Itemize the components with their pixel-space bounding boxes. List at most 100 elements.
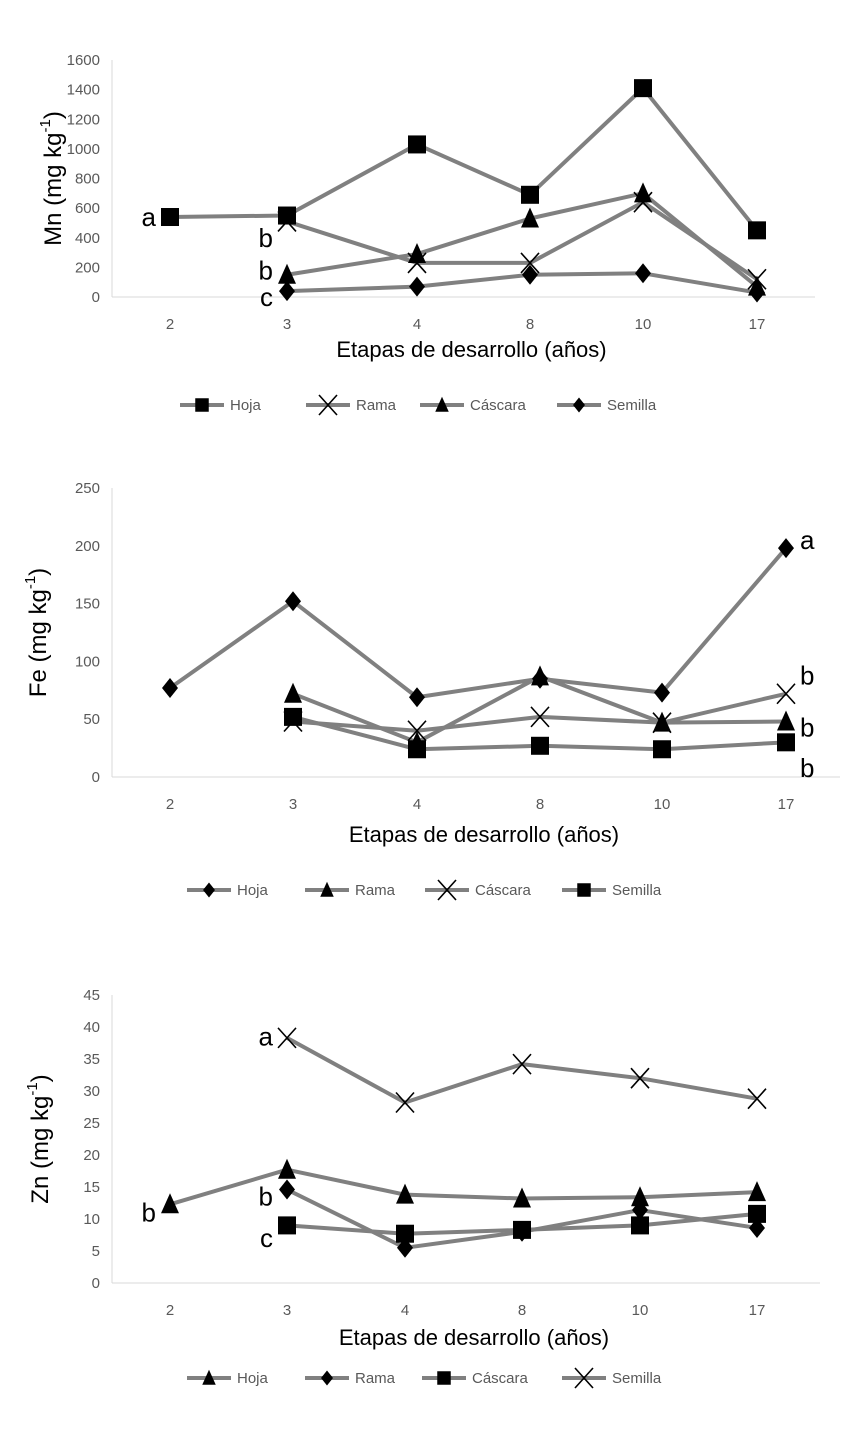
- x-tick-label: 8: [518, 1302, 526, 1319]
- y-tick-label: 15: [83, 1179, 100, 1196]
- y-tick-label: 10: [83, 1211, 100, 1228]
- legend-label: Hoja: [230, 397, 262, 414]
- data-point-cáscara-square: [278, 1216, 296, 1235]
- data-point-rama-x: [277, 210, 297, 232]
- x-stroke: [630, 1067, 650, 1089]
- x-stroke: [512, 1053, 532, 1075]
- data-point-hoja-square: [408, 135, 426, 154]
- data-point-rama-x: [520, 252, 540, 274]
- data-point-semilla-square: [531, 736, 549, 755]
- x-tick-label: 3: [283, 1302, 291, 1319]
- y-label-superscript: -1: [22, 576, 39, 589]
- y-label-text: Fe (mg kg: [25, 589, 52, 697]
- y-axis-label: Fe (mg kg-1): [22, 568, 52, 697]
- legend-label: Rama: [355, 882, 396, 899]
- legend-item-hoja: Hoja: [187, 882, 269, 899]
- data-point-hoja-square: [161, 208, 179, 227]
- y-tick-label: 30: [83, 1083, 100, 1100]
- x-tick-label: 17: [778, 796, 795, 813]
- y-tick-label: 400: [75, 230, 100, 247]
- legend-label: Cáscara: [472, 1370, 529, 1387]
- data-point-hoja-square: [521, 185, 539, 204]
- y-tick-label: 1600: [67, 52, 100, 69]
- data-point-semilla-diamond: [279, 281, 295, 302]
- legend-marker-square: [195, 398, 209, 412]
- series-line-semilla: [286, 1036, 758, 1105]
- data-point-semilla-square: [284, 707, 302, 726]
- data-point-hoja-diamond: [409, 687, 425, 708]
- y-tick-label: 600: [75, 200, 100, 217]
- legend-marker-square: [437, 1371, 451, 1385]
- chart-3: 0 5 10 15 20 25 30 35 40 45 2 3 4 8 10 17 Zn (mg kg-1) Et…: [24, 987, 820, 1389]
- x-axis-title: Etapas de desarrollo (años): [339, 1325, 609, 1350]
- data-point-semilla-x: [395, 1091, 415, 1114]
- y-label-superscript: -1: [24, 1082, 41, 1095]
- y-tick-label: 0: [92, 289, 100, 306]
- x-stroke: [318, 394, 338, 416]
- data-point-cáscara-triangle: [521, 207, 539, 228]
- series-line-semilla: [286, 271, 758, 295]
- y-label-close: ): [27, 1074, 54, 1082]
- data-point-hoja-triangle: [631, 1186, 649, 1207]
- legend-label: Cáscara: [475, 882, 532, 899]
- data-point-rama-triangle: [777, 710, 795, 731]
- x-tick-label: 10: [632, 1302, 649, 1319]
- y-tick-label: 1200: [67, 111, 100, 128]
- y-tick-label: 200: [75, 538, 100, 555]
- x-stroke: [407, 720, 427, 742]
- data-point-cáscara-x: [652, 712, 672, 734]
- y-label-close: ): [25, 568, 52, 576]
- legend-item-rama: Rama: [305, 1370, 396, 1387]
- x-stroke: [652, 712, 672, 734]
- y-tick-label: 150: [75, 596, 100, 613]
- x-tick-label: 2: [166, 796, 174, 813]
- data-point-rama-diamond: [749, 1217, 765, 1238]
- data-point-semilla-x: [630, 1067, 650, 1089]
- x-axis-title: Etapas de desarrollo (años): [349, 822, 619, 847]
- x-stroke: [776, 683, 796, 705]
- y-tick-label: 35: [83, 1051, 100, 1068]
- x-stroke: [530, 706, 550, 728]
- x-stroke: [277, 210, 297, 232]
- series-line-hoja: [169, 86, 759, 232]
- series-line-cáscara: [292, 691, 787, 733]
- y-label-superscript: -1: [37, 119, 54, 132]
- x-stroke: [747, 1088, 767, 1110]
- data-point-hoja-square: [748, 221, 766, 240]
- data-point-semilla-diamond: [749, 282, 765, 303]
- data-point-semilla-x: [747, 1088, 767, 1110]
- x-tick-label: 4: [401, 1302, 409, 1319]
- data-point-rama-triangle: [284, 682, 302, 703]
- legend-marker-triangle: [202, 1369, 216, 1385]
- significance-letter: b: [800, 712, 814, 742]
- legend-marker-diamond: [203, 882, 215, 898]
- data-point-cáscara-triangle: [634, 182, 652, 203]
- significance-letter: b: [259, 255, 273, 285]
- series-line-rama: [286, 200, 759, 281]
- legend-label: Rama: [355, 1370, 396, 1387]
- legend-item-cáscara: Cáscara: [422, 1370, 529, 1387]
- y-tick-label: 200: [75, 259, 100, 276]
- data-point-hoja-square: [278, 206, 296, 225]
- legend-label: Semilla: [612, 882, 662, 899]
- data-point-semilla-diamond: [522, 264, 538, 285]
- chart-2: 0 50 100 150 200 250 2 3 4 8 10 17 Fe (mg kg-1) Etapa…: [22, 480, 840, 901]
- data-point-hoja-triangle: [396, 1183, 414, 1204]
- significance-letter: b: [800, 660, 814, 690]
- data-point-hoja-triangle: [513, 1187, 531, 1208]
- x-stroke: [520, 252, 540, 274]
- data-point-semilla-x: [512, 1053, 532, 1075]
- significance-letter: b: [800, 753, 814, 783]
- x-stroke: [437, 879, 457, 901]
- legend-marker-x: [574, 1367, 594, 1389]
- significance-letter: b: [142, 1198, 156, 1228]
- significance-letter: a: [142, 202, 157, 232]
- significance-letter: a: [259, 1022, 274, 1052]
- data-point-semilla-square: [653, 740, 671, 759]
- x-tick-label: 10: [635, 316, 652, 333]
- x-stroke: [395, 1091, 415, 1114]
- significance-letter: c: [260, 1223, 273, 1253]
- data-point-rama-triangle: [531, 665, 549, 686]
- legend-item-rama: Rama: [305, 881, 396, 899]
- data-point-semilla-diamond: [635, 263, 651, 284]
